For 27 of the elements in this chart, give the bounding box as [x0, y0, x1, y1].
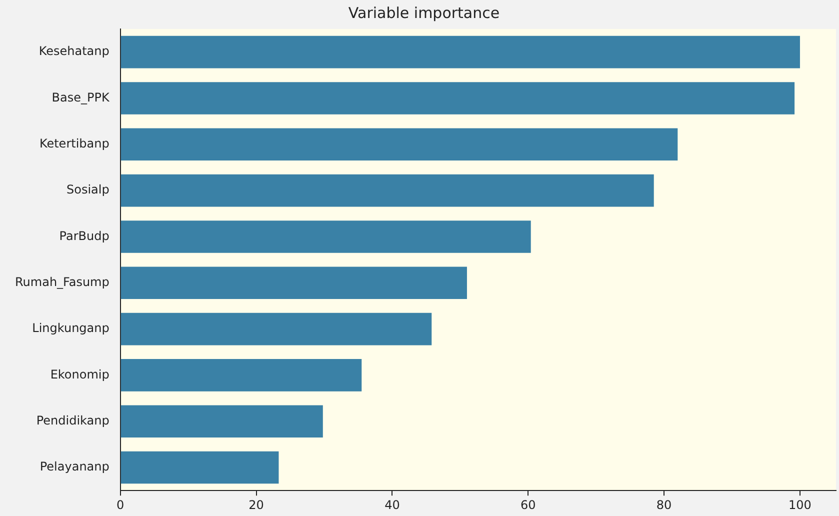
bar	[120, 266, 467, 300]
y-tick-label: Pendidikanp	[36, 413, 110, 428]
x-tick-label: 20	[248, 498, 264, 512]
x-tick-label: 40	[384, 498, 400, 512]
y-tick-label: Kesehatanp	[38, 44, 110, 58]
x-tick-label: 100	[788, 498, 812, 512]
x-tick-label: 0	[116, 498, 124, 512]
bar	[120, 36, 800, 68]
x-tick-label: 60	[520, 498, 536, 512]
y-tick-label: Ketertibanp	[39, 136, 110, 151]
y-tick-label: Pelayananp	[40, 460, 110, 474]
y-tick-label: Lingkunganp	[32, 321, 110, 336]
y-tick-label: ParBudp	[59, 228, 110, 243]
bar	[120, 128, 678, 161]
bar	[120, 312, 432, 346]
bar	[120, 174, 654, 207]
y-tick-label: Sosialp	[66, 182, 110, 197]
bar	[120, 451, 279, 484]
bar	[120, 82, 795, 114]
chart-title: Variable importance	[348, 4, 500, 22]
y-tick-label: Ekonomip	[50, 367, 110, 382]
bar	[120, 359, 362, 392]
y-tick-label: Base_PPK	[52, 90, 110, 104]
y-tick-label: Rumah_Fasump	[14, 275, 110, 290]
bar	[120, 220, 531, 253]
bar	[120, 405, 323, 438]
x-tick-label: 80	[656, 498, 672, 512]
